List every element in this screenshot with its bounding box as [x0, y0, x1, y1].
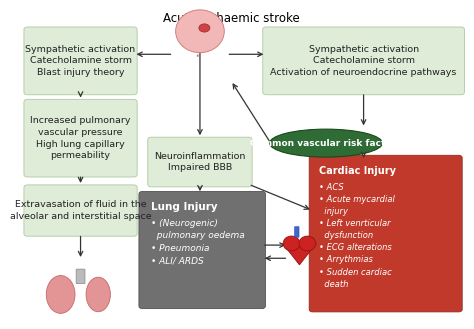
Text: Increased pulmonary
vascular pressure
High lung capillary
permeability: Increased pulmonary vascular pressure Hi…: [30, 116, 131, 160]
FancyBboxPatch shape: [24, 99, 137, 177]
FancyBboxPatch shape: [295, 227, 299, 237]
Ellipse shape: [299, 236, 316, 251]
Text: Sympathetic activation
Catecholamine storm
Activation of neuroendocrine pathways: Sympathetic activation Catecholamine sto…: [270, 44, 457, 77]
FancyBboxPatch shape: [309, 155, 462, 312]
Ellipse shape: [46, 276, 75, 313]
FancyBboxPatch shape: [76, 269, 85, 284]
Text: Cardiac Injury: Cardiac Injury: [319, 166, 396, 176]
Text: Lung Injury: Lung Injury: [151, 202, 218, 212]
FancyBboxPatch shape: [24, 27, 137, 95]
Text: Sympathetic activation
Catecholamine storm
Blast injury theory: Sympathetic activation Catecholamine sto…: [26, 44, 136, 77]
Text: Extravasation of fluid in the
alveolar and interstitial space: Extravasation of fluid in the alveolar a…: [10, 200, 151, 221]
Ellipse shape: [270, 129, 383, 157]
Text: • (Neurogenic)
  pulmonary oedema
• Pneumonia
• ALI/ ARDS: • (Neurogenic) pulmonary oedema • Pneumo…: [151, 219, 245, 265]
FancyBboxPatch shape: [148, 137, 252, 187]
FancyBboxPatch shape: [139, 191, 265, 309]
Text: Neuroinflammation
Impaired BBB: Neuroinflammation Impaired BBB: [154, 152, 246, 172]
Ellipse shape: [86, 277, 110, 312]
FancyBboxPatch shape: [24, 185, 137, 236]
Text: • ACS
• Acute mycardial
  injury
• Left venrticular
  dysfunction
• ECG alterati: • ACS • Acute mycardial injury • Left ve…: [319, 183, 395, 289]
Text: Acute ischaemic stroke: Acute ischaemic stroke: [163, 12, 299, 25]
Ellipse shape: [199, 24, 210, 32]
Ellipse shape: [176, 10, 224, 53]
FancyBboxPatch shape: [263, 27, 465, 95]
Polygon shape: [283, 243, 316, 265]
Text: Common vascular risk factors: Common vascular risk factors: [250, 139, 401, 148]
Ellipse shape: [283, 236, 300, 251]
